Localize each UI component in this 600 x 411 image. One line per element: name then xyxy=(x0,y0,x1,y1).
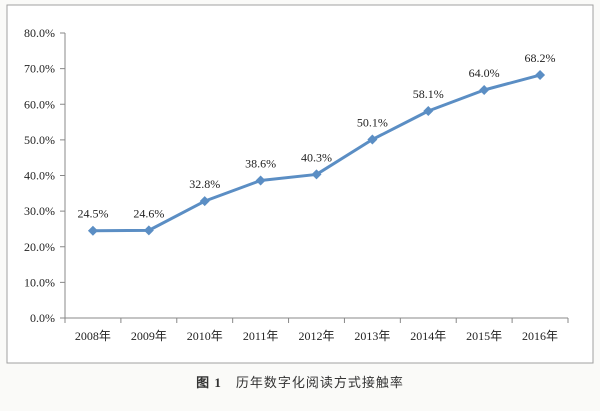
figure-title: 历年数字化阅读方式接触率 xyxy=(235,375,404,390)
data-point-marker xyxy=(87,225,98,236)
series-line xyxy=(87,70,546,236)
figure-number: 图 1 xyxy=(196,375,222,390)
data-point-marker xyxy=(535,70,546,81)
data-point-marker xyxy=(367,134,378,145)
data-label: 40.3% xyxy=(301,150,332,164)
data-point-marker xyxy=(479,85,490,95)
data-point-marker xyxy=(423,106,434,117)
x-tick-label: 2013年 xyxy=(354,329,390,343)
y-tick-label: 60.0% xyxy=(24,97,55,111)
y-tick-label: 30.0% xyxy=(24,204,55,218)
x-tick-label: 2008年 xyxy=(75,329,111,343)
x-tick-label: 2009年 xyxy=(131,329,167,343)
data-label: 68.2% xyxy=(525,51,556,65)
y-tick-label: 0.0% xyxy=(30,311,55,325)
y-tick-label: 20.0% xyxy=(24,240,55,254)
y-tick-label: 10.0% xyxy=(24,275,55,289)
y-tick-label: 40.0% xyxy=(24,169,55,183)
x-tick-label: 2011年 xyxy=(243,329,279,343)
chart: 0.0% 10.0% 20.0% 30.0% 40.0% 50.0% 60.0% 70.0% 8… xyxy=(6,4,594,364)
data-labels: 24.5% 24.6% 32.8% 38.6% 40.3% 50.1% 58.1% 64.0%… xyxy=(77,51,555,221)
data-point-marker xyxy=(143,225,154,236)
chart-border xyxy=(6,4,594,364)
x-tick-label: 2012年 xyxy=(298,329,334,343)
data-point-marker xyxy=(199,196,210,207)
data-label: 32.8% xyxy=(189,177,220,191)
data-label: 24.6% xyxy=(133,206,164,220)
x-tick-label: 2010年 xyxy=(187,329,223,343)
y-tick-label: 80.0% xyxy=(24,26,55,40)
data-point-marker xyxy=(255,175,266,186)
data-label: 64.0% xyxy=(469,66,500,80)
x-tick-label: 2015年 xyxy=(466,329,502,343)
data-label: 38.6% xyxy=(245,156,276,170)
x-tick-label: 2016年 xyxy=(522,329,558,343)
y-tick-label: 70.0% xyxy=(24,62,55,76)
x-tick-label: 2014年 xyxy=(410,329,446,343)
y-tick-label: 50.0% xyxy=(24,133,55,147)
x-axis: 2008年 2009年 2010年 2011年 2012年 2013年 2014年 2015年… xyxy=(64,317,569,343)
data-label: 24.5% xyxy=(77,207,108,221)
data-point-marker xyxy=(311,169,322,180)
figure-caption: 图 1 历年数字化阅读方式接触率 xyxy=(0,372,600,391)
data-label: 58.1% xyxy=(413,87,444,101)
y-axis: 0.0% 10.0% 20.0% 30.0% 40.0% 50.0% 60.0% 70.0% 8… xyxy=(24,26,66,325)
data-label: 50.1% xyxy=(357,116,388,130)
